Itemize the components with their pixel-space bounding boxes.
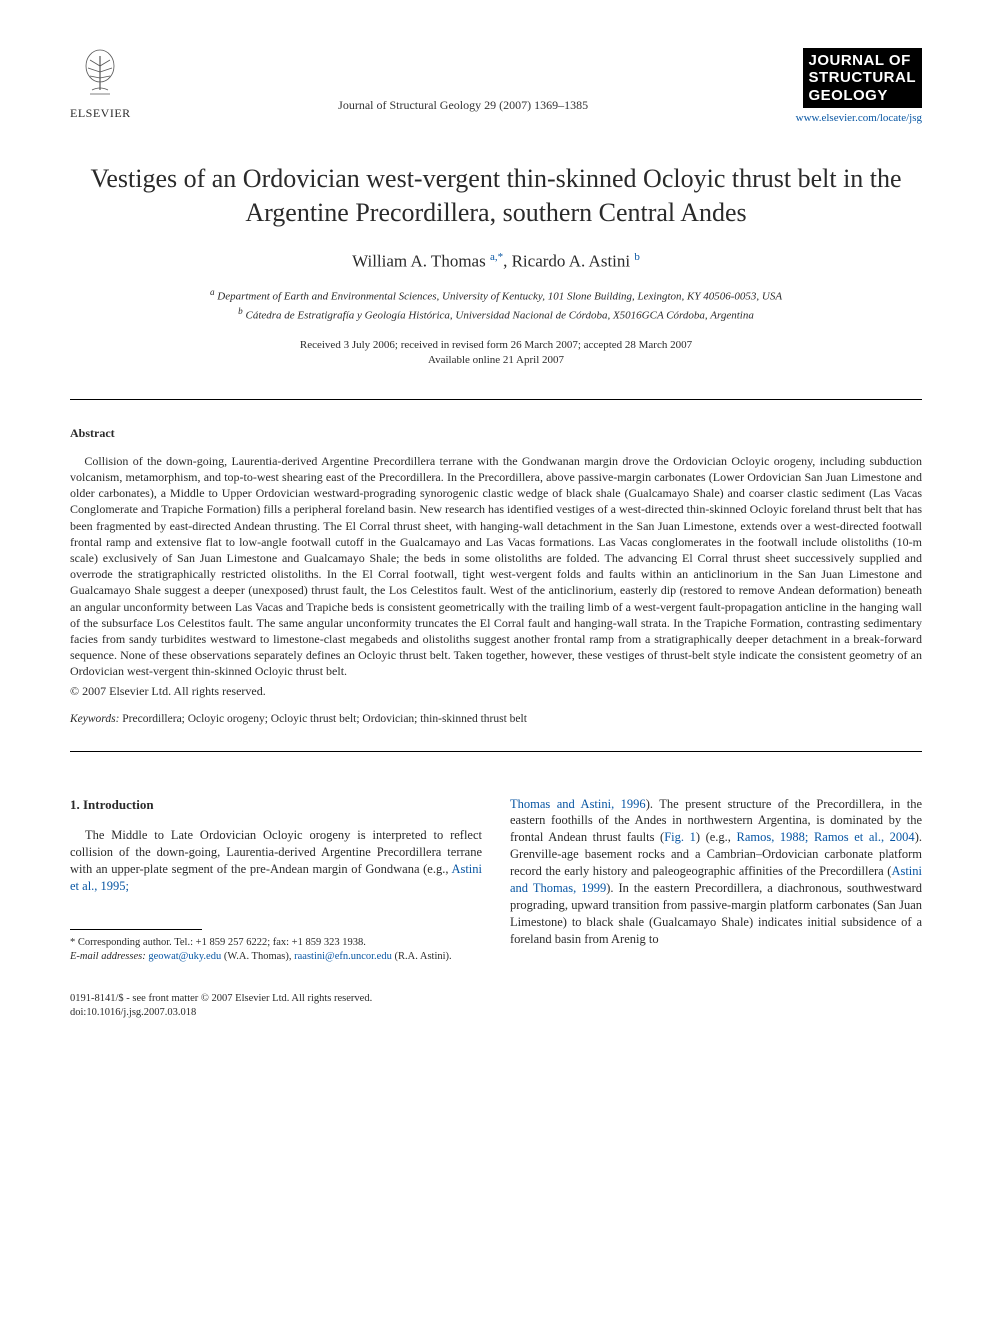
- affiliations: a Department of Earth and Environmental …: [70, 286, 922, 324]
- dates-online: Available online 21 April 2007: [70, 353, 922, 368]
- footnote-divider: [70, 929, 202, 930]
- keywords-text: Precordillera; Ocloyic orogeny; Ocloyic …: [119, 713, 527, 725]
- footnote-corr: * Corresponding author. Tel.: +1 859 257…: [70, 936, 482, 950]
- figure-link[interactable]: Fig. 1: [664, 830, 696, 844]
- footnote: * Corresponding author. Tel.: +1 859 257…: [70, 936, 482, 964]
- dates-received: Received 3 July 2006; received in revise…: [70, 338, 922, 353]
- divider: [70, 399, 922, 400]
- header: ELSEVIER Journal of Structural Geology 2…: [70, 48, 922, 124]
- footnote-emails: E-mail addresses: geowat@uky.edu (W.A. T…: [70, 950, 482, 964]
- journal-logo-line: JOURNAL OF: [809, 52, 917, 69]
- body-col-left: 1. Introduction The Middle to Late Ordov…: [70, 796, 482, 1021]
- abstract-heading: Abstract: [70, 426, 922, 441]
- journal-logo: JOURNAL OF STRUCTURAL GEOLOGY: [803, 48, 923, 108]
- body-columns: 1. Introduction The Middle to Late Ordov…: [70, 796, 922, 1021]
- email-link[interactable]: raastini@efn.uncor.edu: [294, 951, 392, 962]
- footer-copyright: 0191-8141/$ - see front matter © 2007 El…: [70, 992, 482, 1006]
- section-heading: 1. Introduction: [70, 796, 482, 814]
- journal-logo-block: JOURNAL OF STRUCTURAL GEOLOGY www.elsevi…: [796, 48, 922, 124]
- journal-logo-line: STRUCTURAL: [809, 69, 917, 86]
- footer: 0191-8141/$ - see front matter © 2007 El…: [70, 992, 482, 1020]
- copyright: © 2007 Elsevier Ltd. All rights reserved…: [70, 684, 922, 699]
- citation-link[interactable]: Thomas and Astini, 1996: [510, 797, 646, 811]
- abstract-text: Collision of the down-going, Laurentia-d…: [70, 453, 922, 680]
- body-para: Thomas and Astini, 1996). The present st…: [510, 796, 922, 948]
- article-dates: Received 3 July 2006; received in revise…: [70, 338, 922, 369]
- affiliation-a: a Department of Earth and Environmental …: [70, 286, 922, 305]
- keywords: Keywords: Precordillera; Ocloyic orogeny…: [70, 713, 922, 725]
- footer-doi: doi:10.1016/j.jsg.2007.03.018: [70, 1006, 482, 1020]
- keywords-label: Keywords:: [70, 713, 119, 725]
- email-link[interactable]: geowat@uky.edu: [148, 951, 221, 962]
- body-col-right: Thomas and Astini, 1996). The present st…: [510, 796, 922, 1021]
- citation-link[interactable]: Ramos, 1988; Ramos et al., 2004: [736, 830, 914, 844]
- footnote-email-label: E-mail addresses:: [70, 951, 146, 962]
- article-title: Vestiges of an Ordovician west-vergent t…: [70, 162, 922, 230]
- elsevier-tree-icon: [76, 48, 124, 104]
- journal-logo-line: GEOLOGY: [809, 87, 917, 104]
- journal-url[interactable]: www.elsevier.com/locate/jsg: [796, 112, 922, 124]
- publisher-name: ELSEVIER: [70, 106, 131, 121]
- abstract-section: Abstract Collision of the down-going, La…: [70, 426, 922, 725]
- affiliation-b: b Cátedra de Estratigrafía y Geología Hi…: [70, 305, 922, 324]
- abstract-para: Collision of the down-going, Laurentia-d…: [70, 453, 922, 680]
- journal-reference: Journal of Structural Geology 29 (2007) …: [131, 48, 796, 113]
- divider: [70, 751, 922, 752]
- publisher-logo: ELSEVIER: [70, 48, 131, 121]
- authors: William A. Thomas a,*, Ricardo A. Astini…: [70, 251, 922, 272]
- body-para: The Middle to Late Ordovician Ocloyic or…: [70, 827, 482, 895]
